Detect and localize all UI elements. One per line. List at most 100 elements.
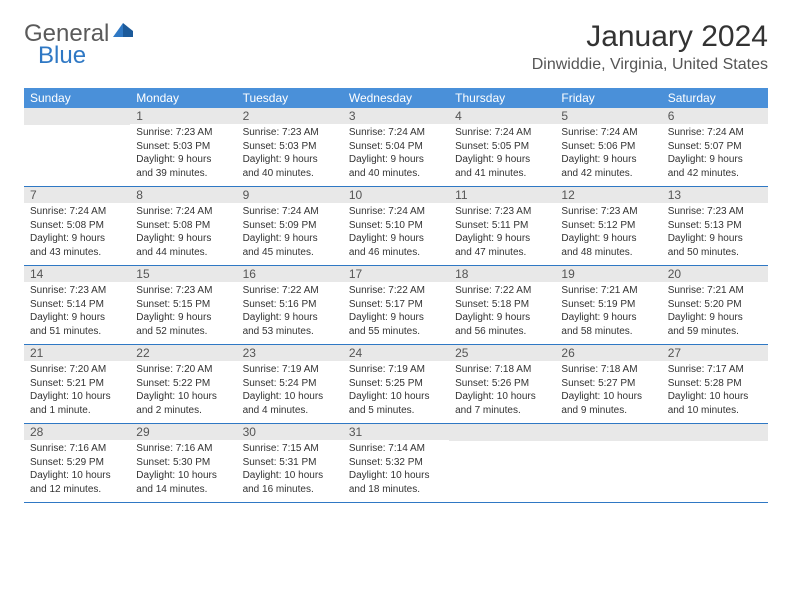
day-line: Daylight: 9 hours	[30, 311, 124, 325]
day-cell: 28Sunrise: 7:16 AMSunset: 5:29 PMDayligh…	[24, 424, 130, 502]
title-block: January 2024 Dinwiddie, Virginia, United…	[532, 20, 768, 74]
day-line: Sunrise: 7:15 AM	[243, 442, 337, 456]
day-cell: 23Sunrise: 7:19 AMSunset: 5:24 PMDayligh…	[237, 345, 343, 423]
day-line: Sunset: 5:16 PM	[243, 298, 337, 312]
week-row: 14Sunrise: 7:23 AMSunset: 5:14 PMDayligh…	[24, 266, 768, 345]
day-number: 8	[130, 187, 236, 203]
day-number: 21	[24, 345, 130, 361]
day-line: Daylight: 10 hours	[30, 390, 124, 404]
day-cell: 3Sunrise: 7:24 AMSunset: 5:04 PMDaylight…	[343, 108, 449, 186]
day-line: Sunrise: 7:23 AM	[243, 126, 337, 140]
day-line: Sunset: 5:08 PM	[30, 219, 124, 233]
weeks-container: 1Sunrise: 7:23 AMSunset: 5:03 PMDaylight…	[24, 108, 768, 503]
day-number: 9	[237, 187, 343, 203]
day-line: and 53 minutes.	[243, 325, 337, 339]
day-body: Sunrise: 7:17 AMSunset: 5:28 PMDaylight:…	[662, 361, 768, 421]
day-body: Sunrise: 7:20 AMSunset: 5:21 PMDaylight:…	[24, 361, 130, 421]
day-line: Sunset: 5:29 PM	[30, 456, 124, 470]
day-line: Daylight: 9 hours	[136, 232, 230, 246]
day-line: and 9 minutes.	[561, 404, 655, 418]
day-body	[555, 441, 661, 447]
day-line: and 39 minutes.	[136, 167, 230, 181]
day-cell: 21Sunrise: 7:20 AMSunset: 5:21 PMDayligh…	[24, 345, 130, 423]
day-body: Sunrise: 7:24 AMSunset: 5:04 PMDaylight:…	[343, 124, 449, 184]
day-number: 16	[237, 266, 343, 282]
day-line: Daylight: 9 hours	[561, 232, 655, 246]
day-line: and 42 minutes.	[561, 167, 655, 181]
day-body: Sunrise: 7:19 AMSunset: 5:25 PMDaylight:…	[343, 361, 449, 421]
day-body: Sunrise: 7:18 AMSunset: 5:27 PMDaylight:…	[555, 361, 661, 421]
day-body: Sunrise: 7:24 AMSunset: 5:09 PMDaylight:…	[237, 203, 343, 263]
day-number: 14	[24, 266, 130, 282]
day-cell: 30Sunrise: 7:15 AMSunset: 5:31 PMDayligh…	[237, 424, 343, 502]
day-line: Daylight: 10 hours	[136, 390, 230, 404]
day-number: 12	[555, 187, 661, 203]
day-line: Sunset: 5:03 PM	[243, 140, 337, 154]
weekday-mon: Monday	[130, 88, 236, 108]
day-body: Sunrise: 7:20 AMSunset: 5:22 PMDaylight:…	[130, 361, 236, 421]
day-cell: 1Sunrise: 7:23 AMSunset: 5:03 PMDaylight…	[130, 108, 236, 186]
day-line: and 4 minutes.	[243, 404, 337, 418]
day-line: and 5 minutes.	[349, 404, 443, 418]
day-line: Sunset: 5:32 PM	[349, 456, 443, 470]
day-line: Sunrise: 7:24 AM	[243, 205, 337, 219]
day-cell: 5Sunrise: 7:24 AMSunset: 5:06 PMDaylight…	[555, 108, 661, 186]
day-line: Daylight: 9 hours	[136, 311, 230, 325]
day-body: Sunrise: 7:24 AMSunset: 5:06 PMDaylight:…	[555, 124, 661, 184]
day-line: Daylight: 9 hours	[561, 153, 655, 167]
day-cell: 22Sunrise: 7:20 AMSunset: 5:22 PMDayligh…	[130, 345, 236, 423]
day-line: Sunset: 5:24 PM	[243, 377, 337, 391]
day-line: Daylight: 10 hours	[243, 390, 337, 404]
weekday-thu: Thursday	[449, 88, 555, 108]
day-body: Sunrise: 7:24 AMSunset: 5:05 PMDaylight:…	[449, 124, 555, 184]
day-number: 4	[449, 108, 555, 124]
day-cell: 31Sunrise: 7:14 AMSunset: 5:32 PMDayligh…	[343, 424, 449, 502]
day-body: Sunrise: 7:24 AMSunset: 5:07 PMDaylight:…	[662, 124, 768, 184]
day-line: Daylight: 9 hours	[455, 153, 549, 167]
day-line: Daylight: 9 hours	[349, 232, 443, 246]
day-body: Sunrise: 7:16 AMSunset: 5:29 PMDaylight:…	[24, 440, 130, 500]
day-line: Sunrise: 7:19 AM	[243, 363, 337, 377]
day-number: 7	[24, 187, 130, 203]
day-body: Sunrise: 7:23 AMSunset: 5:15 PMDaylight:…	[130, 282, 236, 342]
day-line: Daylight: 10 hours	[349, 469, 443, 483]
day-line: and 44 minutes.	[136, 246, 230, 260]
day-line: Sunrise: 7:23 AM	[136, 284, 230, 298]
day-line: and 2 minutes.	[136, 404, 230, 418]
day-number: 2	[237, 108, 343, 124]
day-body	[449, 441, 555, 447]
day-number-empty	[449, 424, 555, 441]
day-cell: 27Sunrise: 7:17 AMSunset: 5:28 PMDayligh…	[662, 345, 768, 423]
day-line: Sunrise: 7:23 AM	[136, 126, 230, 140]
day-cell: 25Sunrise: 7:18 AMSunset: 5:26 PMDayligh…	[449, 345, 555, 423]
day-line: and 12 minutes.	[30, 483, 124, 497]
day-line: Sunrise: 7:16 AM	[136, 442, 230, 456]
day-line: Sunrise: 7:16 AM	[30, 442, 124, 456]
day-number: 31	[343, 424, 449, 440]
day-cell: 24Sunrise: 7:19 AMSunset: 5:25 PMDayligh…	[343, 345, 449, 423]
day-body: Sunrise: 7:24 AMSunset: 5:08 PMDaylight:…	[24, 203, 130, 263]
day-body: Sunrise: 7:16 AMSunset: 5:30 PMDaylight:…	[130, 440, 236, 500]
day-number: 29	[130, 424, 236, 440]
day-line: and 14 minutes.	[136, 483, 230, 497]
day-line: Sunrise: 7:24 AM	[349, 126, 443, 140]
day-line: Sunset: 5:15 PM	[136, 298, 230, 312]
day-cell	[662, 424, 768, 502]
day-line: Sunrise: 7:23 AM	[455, 205, 549, 219]
day-line: Sunrise: 7:22 AM	[455, 284, 549, 298]
day-line: and 56 minutes.	[455, 325, 549, 339]
location: Dinwiddie, Virginia, United States	[532, 56, 768, 74]
day-body: Sunrise: 7:14 AMSunset: 5:32 PMDaylight:…	[343, 440, 449, 500]
day-cell	[555, 424, 661, 502]
day-cell: 8Sunrise: 7:24 AMSunset: 5:08 PMDaylight…	[130, 187, 236, 265]
day-body: Sunrise: 7:21 AMSunset: 5:19 PMDaylight:…	[555, 282, 661, 342]
day-cell: 4Sunrise: 7:24 AMSunset: 5:05 PMDaylight…	[449, 108, 555, 186]
month-title: January 2024	[532, 20, 768, 54]
weekday-tue: Tuesday	[237, 88, 343, 108]
day-body	[24, 125, 130, 131]
weekday-sun: Sunday	[24, 88, 130, 108]
day-line: Daylight: 9 hours	[349, 153, 443, 167]
day-line: Daylight: 9 hours	[668, 311, 762, 325]
day-number: 26	[555, 345, 661, 361]
day-line: Sunset: 5:13 PM	[668, 219, 762, 233]
